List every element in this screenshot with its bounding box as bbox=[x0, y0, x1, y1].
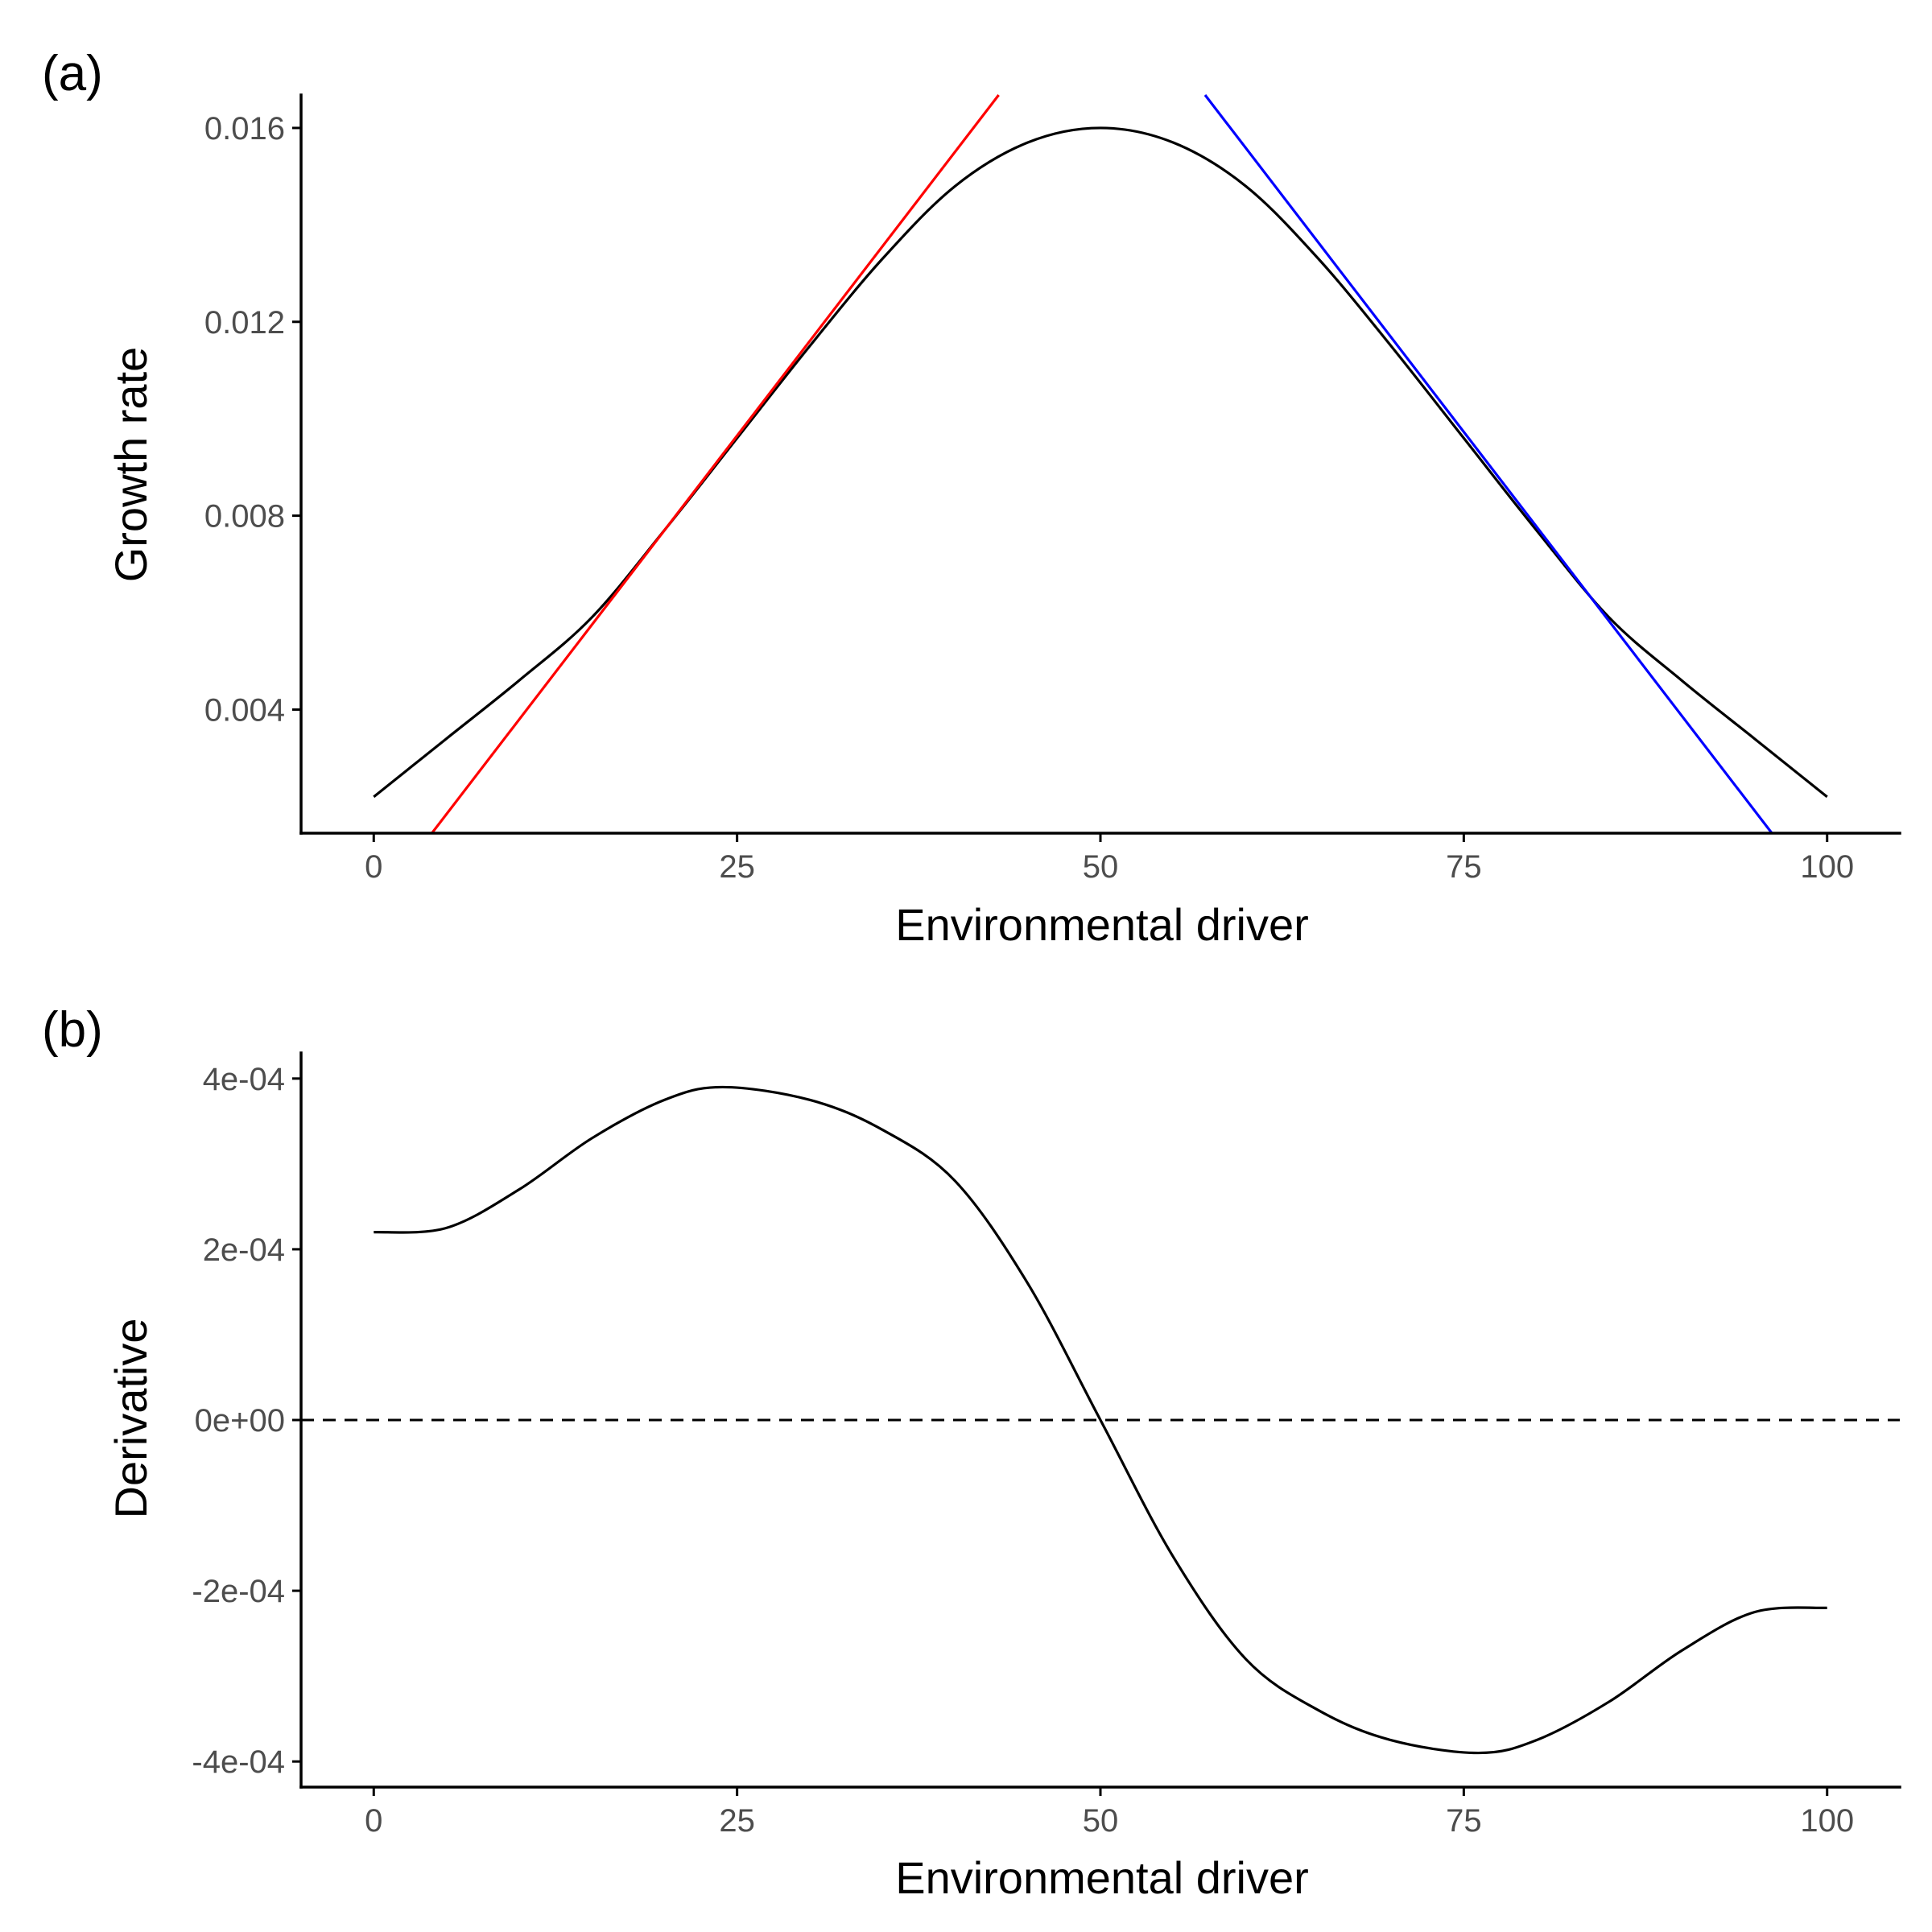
panel-a-axes: 0 25 50 75 100 0.004 0.008 0.012 0.016 bbox=[204, 93, 1901, 885]
panel-b-x-tick-label: 50 bbox=[1083, 1803, 1119, 1839]
panel-a-x-tick-label: 75 bbox=[1446, 849, 1482, 885]
panel-a-y-tick-label: 0.016 bbox=[204, 111, 285, 147]
panel-b-y-tick-label: -4e-04 bbox=[192, 1744, 285, 1780]
panel-a-plot-area bbox=[373, 94, 1828, 833]
blue-tangent-line bbox=[1203, 94, 1773, 833]
panel-b: (b) 0 25 50 75 100 -4e-04 -2e-04 0e+00 2e-04 4e-0… bbox=[42, 1002, 1901, 1903]
panel-a-y-axis-title: Growth rate bbox=[105, 347, 156, 583]
panel-b-y-tick-label: 4e-04 bbox=[203, 1062, 285, 1097]
panel-a-x-tick-label: 25 bbox=[719, 849, 755, 885]
panel-a-y-tick-label: 0.008 bbox=[204, 499, 285, 535]
panel-b-y-axis-title: Derivative bbox=[105, 1319, 156, 1519]
panel-b-x-tick-label: 100 bbox=[1800, 1803, 1854, 1839]
panel-a-y-tick-label: 0.012 bbox=[204, 305, 285, 341]
panel-a-x-tick-label: 100 bbox=[1800, 849, 1854, 885]
panel-a-x-tick-label: 0 bbox=[365, 849, 382, 885]
panel-b-x-axis-title: Environmental driver bbox=[895, 1852, 1309, 1903]
panel-b-y-tick-label: 2e-04 bbox=[203, 1232, 285, 1268]
panel-b-plot-area bbox=[301, 1085, 1900, 1755]
panel-a-x-tick-label: 50 bbox=[1083, 849, 1119, 885]
panel-a-label: (a) bbox=[42, 46, 103, 101]
panel-b-axes: 0 25 50 75 100 -4e-04 -2e-04 0e+00 2e-04 4e-04 bbox=[192, 1051, 1901, 1839]
panel-a-y-tick-label: 0.004 bbox=[204, 692, 285, 728]
panel-b-label: (b) bbox=[42, 1002, 103, 1058]
panel-a-x-axis-title: Environmental driver bbox=[895, 899, 1309, 950]
panel-a: (a) 0 25 50 75 100 0.004 0.008 0.012 0.016 Envir… bbox=[42, 46, 1901, 950]
panel-b-y-tick-label: 0e+00 bbox=[195, 1403, 285, 1439]
panel-b-x-tick-label: 0 bbox=[365, 1803, 382, 1839]
panel-b-x-tick-label: 25 bbox=[719, 1803, 755, 1839]
panel-b-x-tick-label: 75 bbox=[1446, 1803, 1482, 1839]
derivative-curve bbox=[374, 1085, 1827, 1755]
panel-b-y-tick-label: -2e-04 bbox=[192, 1574, 285, 1609]
red-tangent-line bbox=[431, 94, 1000, 833]
